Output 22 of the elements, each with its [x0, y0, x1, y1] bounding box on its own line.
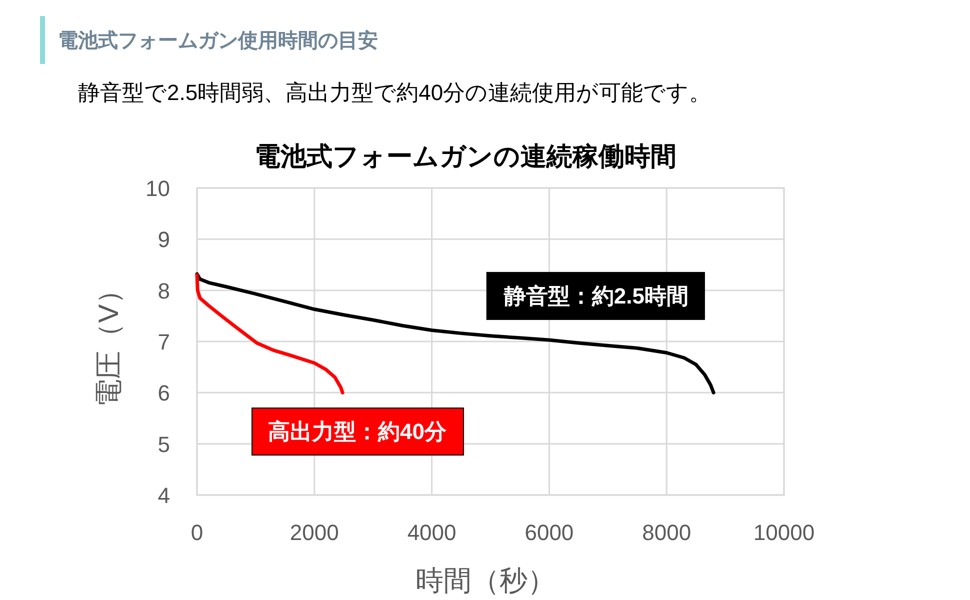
chart-title: 電池式フォームガンの連続稼働時間 — [254, 141, 676, 171]
y-tick-label: 9 — [158, 227, 170, 252]
y-tick-label: 6 — [158, 380, 170, 406]
y-tick-label: 10 — [146, 176, 170, 201]
x-tick-label: 4000 — [407, 520, 456, 545]
series-label: 静音型：約2.5時間 — [502, 283, 688, 308]
y-tick-label: 5 — [158, 432, 170, 457]
x-axis-title: 時間（秒） — [416, 565, 556, 596]
x-tick-label: 10000 — [753, 520, 815, 545]
y-tick-label: 7 — [158, 330, 170, 354]
series-label: 高出力型：約40分 — [268, 419, 448, 444]
y-tick-label: 4 — [158, 483, 170, 508]
line-series — [195, 273, 344, 394]
x-tick-label: 8000 — [642, 520, 692, 545]
x-tick-label: 6000 — [524, 520, 574, 545]
x-tick-label: 0 — [190, 520, 204, 545]
y-tick-label: 8 — [158, 278, 170, 304]
chart-subtitle: 静音型で2.5時間弱、高出力型で約40分の連続使用が可能です。 — [78, 80, 712, 105]
y-axis-title: 電圧（V） — [93, 276, 124, 407]
x-tick-label: 2000 — [290, 520, 339, 545]
text: 電池式フォームガン使用時間の目安 — [58, 29, 378, 52]
line-series — [195, 272, 716, 394]
